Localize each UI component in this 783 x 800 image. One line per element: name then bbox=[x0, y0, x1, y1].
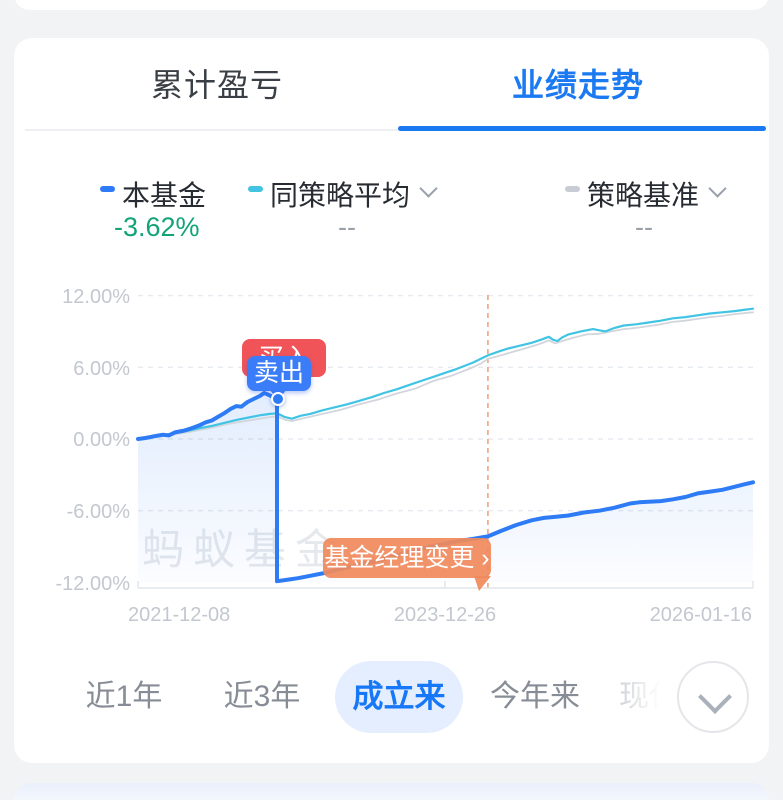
legend-dash-benchmark bbox=[565, 186, 580, 192]
fund-area-fill bbox=[138, 393, 753, 583]
legend-value-fund: -3.62% bbox=[114, 212, 200, 242]
svg-text:2026-01-16: 2026-01-16 bbox=[650, 604, 752, 626]
manager-change-tag[interactable]: 基金经理变更 › bbox=[323, 538, 491, 578]
tab-cumulative-pnl[interactable]: 累计盈亏 bbox=[150, 67, 283, 103]
trade-point-dot bbox=[271, 392, 285, 406]
range-since-inception[interactable]: 成立来 bbox=[335, 661, 463, 733]
chevron-down-icon bbox=[698, 680, 732, 714]
x-axis-labels: 2021-12-08 2023-12-26 2026-01-16 bbox=[128, 604, 752, 626]
benchmark-line bbox=[137, 311, 754, 440]
legend-label-peer[interactable]: 同策略平均 bbox=[270, 180, 411, 211]
svg-text:2023-12-26: 2023-12-26 bbox=[394, 604, 496, 626]
range-1y[interactable]: 近1年 bbox=[85, 680, 163, 713]
legend-value-peer: -- bbox=[338, 212, 356, 242]
manager-change-pointer bbox=[474, 576, 491, 591]
legend-value-benchmark: -- bbox=[635, 212, 653, 242]
svg-text:-6.00%: -6.00% bbox=[67, 501, 131, 523]
svg-text:2021-12-08: 2021-12-08 bbox=[128, 604, 230, 626]
previous-card-bottom bbox=[14, 0, 769, 10]
range-ytd[interactable]: 今年来 bbox=[490, 680, 580, 713]
svg-text:12.00%: 12.00% bbox=[62, 286, 130, 308]
svg-text:6.00%: 6.00% bbox=[73, 358, 130, 380]
range-fade-overlay bbox=[598, 658, 682, 736]
performance-card bbox=[14, 38, 769, 763]
svg-text:-12.00%: -12.00% bbox=[56, 573, 131, 595]
y-axis-labels: 12.00% 6.00% 0.00% -6.00% -12.00% bbox=[56, 286, 131, 595]
range-3y[interactable]: 近3年 bbox=[223, 680, 301, 713]
sell-marker-tag[interactable]: 卖出 bbox=[247, 356, 311, 391]
legend-label-benchmark[interactable]: 策略基准 bbox=[587, 180, 700, 211]
legend-label-fund: 本基金 bbox=[122, 180, 207, 211]
legend-dash-fund bbox=[100, 186, 115, 192]
range-more-button[interactable] bbox=[677, 661, 749, 733]
peer-average-line bbox=[136, 307, 755, 441]
svg-text:0.00%: 0.00% bbox=[73, 429, 130, 451]
tab-divider bbox=[25, 129, 766, 131]
next-card-top bbox=[14, 783, 769, 800]
legend-dash-peer bbox=[248, 186, 263, 192]
active-tab-underline bbox=[398, 126, 766, 131]
tab-performance-trend[interactable]: 业绩走势 bbox=[511, 67, 644, 103]
x-axis bbox=[137, 581, 754, 589]
